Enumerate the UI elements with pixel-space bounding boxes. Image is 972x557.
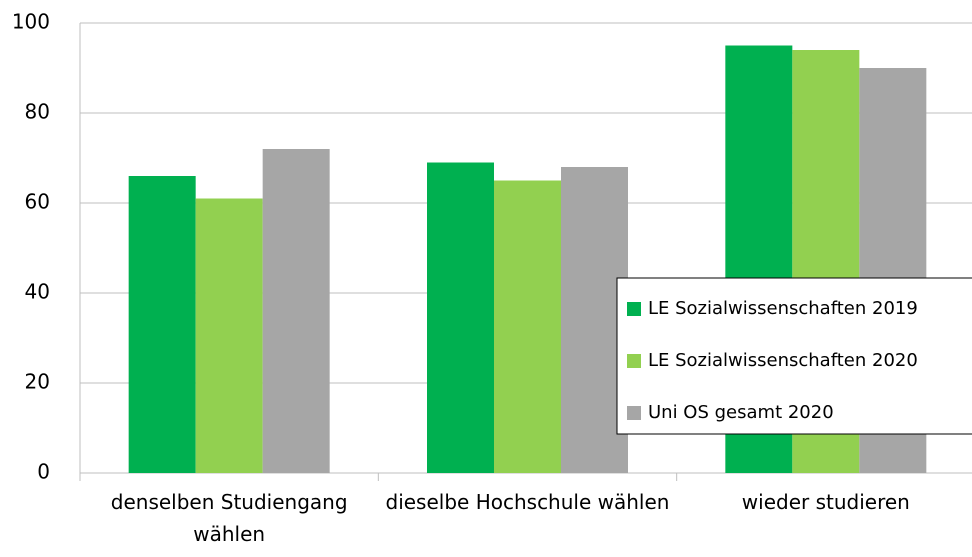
legend-box bbox=[616, 277, 972, 435]
legend-swatch bbox=[627, 406, 641, 420]
legend-swatch bbox=[627, 302, 641, 316]
bar bbox=[262, 149, 330, 473]
bar bbox=[195, 198, 263, 473]
x-tick-label: wieder studieren bbox=[741, 490, 910, 514]
y-tick-label: 0 bbox=[37, 460, 50, 484]
y-tick-label: 80 bbox=[25, 100, 50, 124]
x-tick-label: dieselbe Hochschule wählen bbox=[385, 490, 670, 514]
y-tick-label: 40 bbox=[25, 280, 50, 304]
bar bbox=[494, 180, 561, 473]
y-tick-label: 20 bbox=[25, 370, 50, 394]
x-tick-label: denselben Studiengang wählen bbox=[110, 490, 348, 546]
bar bbox=[128, 176, 196, 473]
legend-swatch bbox=[627, 354, 641, 368]
legend-label: LE Sozialwissenschaften 2019 bbox=[648, 298, 918, 319]
y-tick-label: 100 bbox=[12, 10, 50, 34]
legend-label: LE Sozialwissenschaften 2020 bbox=[648, 350, 918, 371]
legend-label: Uni OS gesamt 2020 bbox=[648, 402, 834, 423]
y-tick-label: 60 bbox=[25, 190, 50, 214]
legend: LE Sozialwissenschaften 2019 LE Sozialwis… bbox=[616, 277, 972, 435]
bar bbox=[427, 162, 494, 473]
